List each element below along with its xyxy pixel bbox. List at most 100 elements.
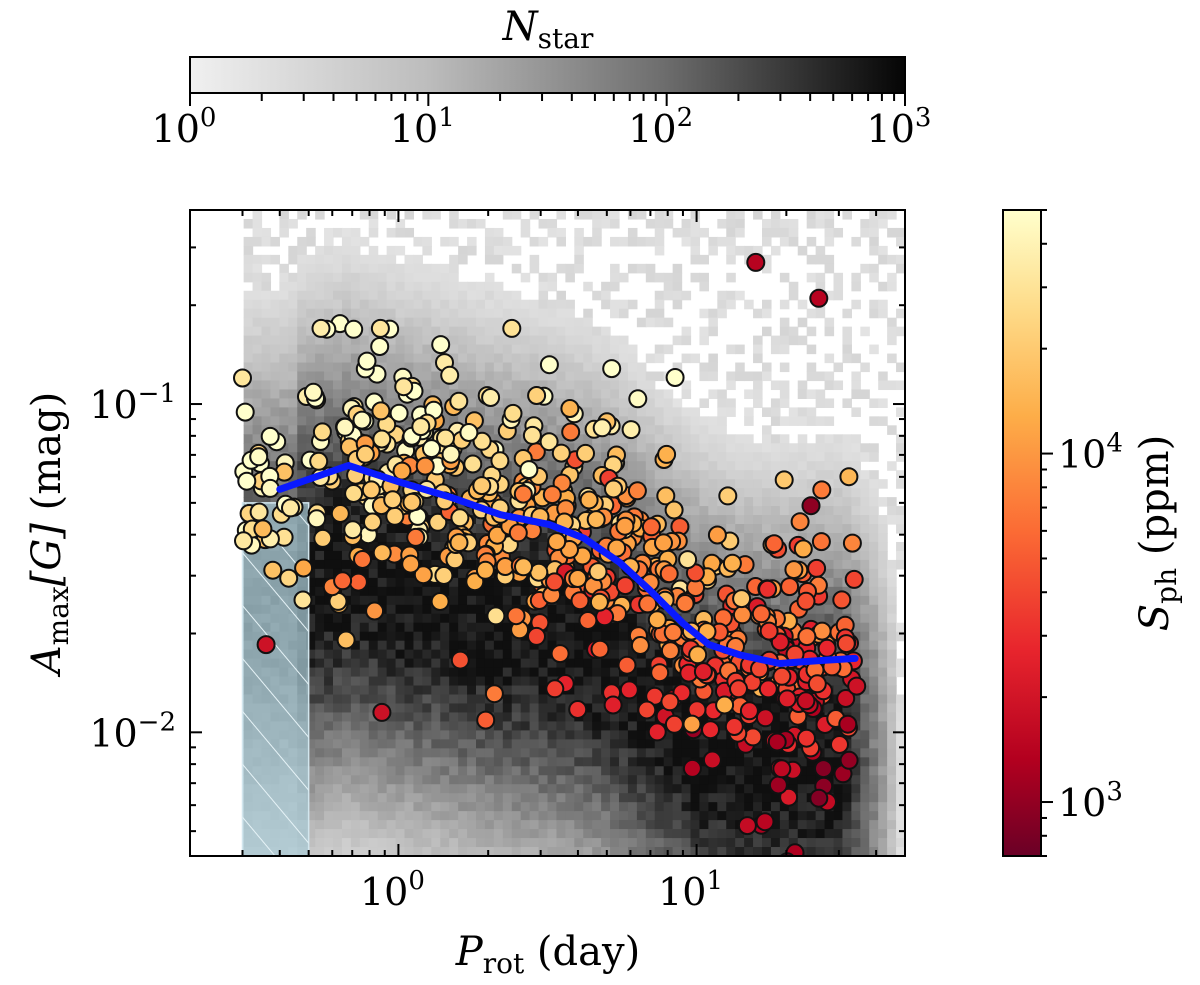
data-point [623,421,640,438]
histogram-cell [646,443,656,453]
histogram-cell [467,739,477,749]
histogram-cell [440,748,450,758]
histogram-cell [270,327,280,337]
histogram-cell [699,542,709,552]
histogram-cell [637,829,647,839]
histogram-cell [860,712,870,722]
histogram-cell [825,354,835,364]
histogram-cell [664,425,674,435]
histogram-cell [798,318,808,328]
histogram-cell [655,775,665,785]
histogram-cell [565,811,575,821]
histogram-cell [351,712,361,722]
histogram-cell [539,739,549,749]
histogram-cell [869,838,879,848]
histogram-cell [413,677,423,687]
histogram-cell [548,829,558,839]
histogram-cell [270,336,280,346]
histogram-cell [422,811,432,821]
histogram-cell [798,802,808,812]
histogram-cell [360,730,370,740]
histogram-cell [369,273,379,283]
histogram-cell [807,820,817,830]
histogram-cell [708,497,718,507]
histogram-cell [851,820,861,830]
histogram-cell [744,497,754,507]
histogram-cell [422,632,432,642]
histogram-cell [333,336,343,346]
histogram-cell [592,327,602,337]
histogram-cell [440,264,450,274]
histogram-cell [494,327,504,337]
histogram-cell [387,264,397,274]
histogram-cell [485,237,495,247]
histogram-cell [476,677,486,687]
histogram-cell [682,219,692,229]
histogram-cell [485,336,495,346]
histogram-cell [592,354,602,364]
histogram-cell [413,650,423,660]
histogram-cell [842,210,852,220]
histogram-cell [565,380,575,390]
histogram-cell [646,488,656,498]
histogram-cell [887,255,897,265]
histogram-cell [807,443,817,453]
histogram-cell [548,838,558,848]
histogram-cell [851,784,861,794]
data-point [844,535,861,552]
histogram-cell [851,838,861,848]
histogram-cell [351,237,361,247]
histogram-cell [691,533,701,543]
histogram-cell [360,668,370,678]
histogram-cell [780,398,790,408]
histogram-cell [503,587,513,597]
histogram-cell [467,363,477,373]
histogram-cell [610,730,620,740]
histogram-cell [387,389,397,399]
histogram-cell [512,291,522,301]
histogram-cell [574,659,584,669]
histogram-cell [387,775,397,785]
histogram-cell [503,793,513,803]
histogram-cell [869,524,879,534]
histogram-cell [610,793,620,803]
histogram-cell [351,695,361,705]
histogram-cell [333,282,343,292]
histogram-cell [503,730,513,740]
histogram-cell [628,228,638,238]
histogram-cell [851,793,861,803]
histogram-cell [512,766,522,776]
histogram-cell [262,398,272,408]
nstar-label: Nstar [502,4,594,55]
histogram-cell [467,309,477,319]
histogram-cell [413,273,423,283]
histogram-cell [262,291,272,301]
histogram-cell [333,389,343,399]
histogram-cell [485,291,495,301]
histogram-cell [762,443,772,453]
histogram-cell [869,237,879,247]
histogram-cell [753,569,763,579]
histogram-cell [851,515,861,525]
histogram-cell [324,793,334,803]
histogram-cell [521,793,531,803]
histogram-cell [887,210,897,220]
histogram-cell [279,264,289,274]
histogram-cell [315,345,325,355]
histogram-cell [825,838,835,848]
histogram-cell [539,730,549,740]
histogram-cell [860,829,870,839]
histogram-cell [494,668,504,678]
histogram-cell [378,820,388,830]
histogram-cell [431,533,441,543]
histogram-cell [592,237,602,247]
histogram-cell [825,605,835,615]
histogram-cell [878,721,888,731]
histogram-cell [825,237,835,247]
histogram-cell [315,712,325,722]
histogram-cell [548,219,558,229]
histogram-cell [324,345,334,355]
histogram-cell [387,246,397,256]
histogram-cell [530,210,540,220]
histogram-cell [726,434,736,444]
